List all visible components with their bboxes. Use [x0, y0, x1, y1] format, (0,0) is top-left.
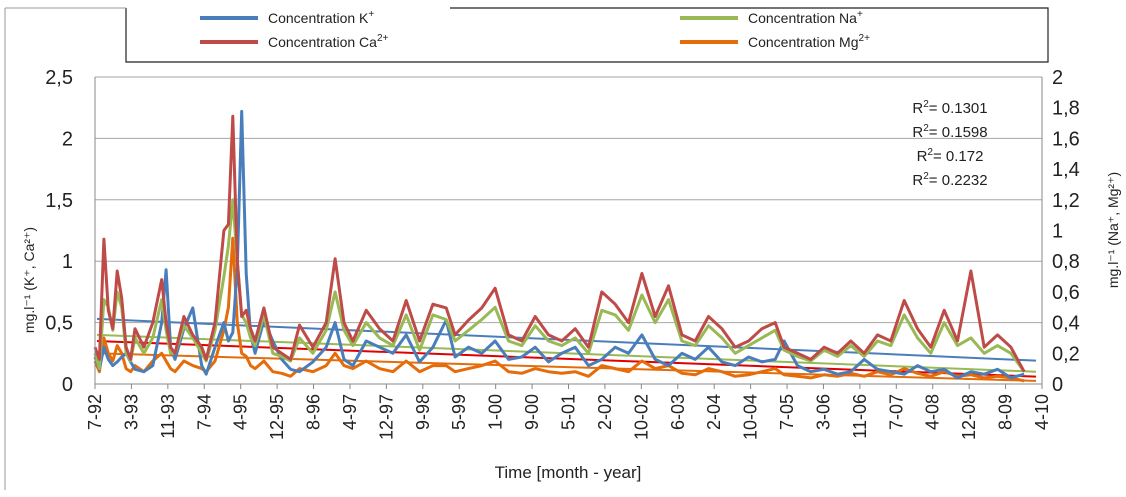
- y-axis-title-right: mg.l⁻¹ (Na⁺, Mg²⁺): [1105, 172, 1121, 288]
- y-tick-label-right: 1,4: [1052, 159, 1080, 181]
- y-tick-label-right: 1,8: [1052, 98, 1080, 120]
- x-tick-label: 8-96: [304, 394, 324, 430]
- x-tick-label: 2-04: [704, 394, 724, 430]
- x-tick-label: 7-05: [777, 394, 797, 430]
- y-tick-label-right: 0,4: [1052, 313, 1080, 335]
- trend-line: [96, 317, 1037, 362]
- y-ticks-right: 0 0,2 0,4 0,6 0,8 1 1,2 1,4 1,6 1,8 2: [1052, 67, 1080, 396]
- r2-label: R2= 0.2232: [912, 171, 987, 189]
- x-tick-label: 10-02: [631, 394, 651, 440]
- y-tick-label-left: 0,5: [45, 313, 73, 335]
- x-tick-label: 7-07: [886, 394, 906, 430]
- y-tick-label-right: 1: [1052, 221, 1063, 243]
- series-line: [93, 109, 1025, 380]
- x-tick-label: 1-00: [486, 394, 506, 430]
- y-tick-label-right: 1,6: [1052, 128, 1080, 150]
- x-tick-label: 4-97: [340, 394, 360, 430]
- y-tick-label-right: 0,8: [1052, 251, 1080, 273]
- legend-label: Concentration Ca2+: [268, 33, 389, 50]
- trend-line: [96, 352, 1037, 382]
- x-tick-label: 7-94: [194, 394, 214, 430]
- y-tick-label-left: 1,5: [45, 190, 73, 212]
- y-tick-label-right: 1,2: [1052, 190, 1080, 212]
- r2-label: R2= 0.1301: [912, 99, 987, 117]
- x-tick-label: 5-01: [559, 394, 579, 430]
- legend-label: Concentration K+: [268, 9, 374, 26]
- series-line: [93, 114, 1026, 373]
- y-tick-label-right: 0,6: [1052, 282, 1080, 304]
- y-tick-label-left: 2: [62, 128, 73, 150]
- r2-annotations: R2= 0.1301 R2= 0.1598 R2= 0.172 R2= 0.2232: [912, 99, 987, 189]
- series-lines: [93, 109, 1026, 383]
- r2-label: R2= 0.172: [917, 147, 984, 165]
- x-tick-label: 3-93: [121, 394, 141, 430]
- y-tick-label-left: 1: [62, 251, 73, 273]
- x-tick-label: 9-00: [522, 394, 542, 430]
- x-tick-label: 10-04: [741, 394, 761, 440]
- y-ticks-left: 0 0,5 1 1,5 2 2,5: [45, 67, 73, 396]
- x-tick-label: 8-09: [996, 394, 1016, 430]
- y-tick-label-left: 0: [62, 374, 73, 396]
- x-tick-label: 4-95: [231, 394, 251, 430]
- legend-label: Concentration Na+: [748, 9, 863, 26]
- x-tick-label: 3-06: [813, 394, 833, 430]
- x-tick-label: 11-93: [158, 394, 178, 439]
- x-tick-label: 2-02: [595, 394, 615, 430]
- legend-frame: [125, 7, 1049, 63]
- legend-label: Concentration Mg2+: [748, 33, 870, 50]
- x-tick-label: 7-92: [85, 394, 105, 430]
- gridlines: [95, 76, 1042, 324]
- y-tick-label-right: 2: [1052, 67, 1063, 89]
- x-tick-label: 12-97: [376, 394, 396, 440]
- x-tick-label: 5-99: [449, 394, 469, 430]
- series-line: [93, 236, 1025, 383]
- y-tick-label-right: 0: [1052, 374, 1063, 396]
- y-tick-label-left: 2,5: [45, 67, 73, 89]
- x-ticks: 7-92 3-93 11-93 7-94 4-95 12-95 8-96 4-97 12-97 9…: [85, 384, 1052, 440]
- x-tick-label: 4-08: [923, 394, 943, 430]
- y-tick-label-right: 0,2: [1052, 343, 1080, 365]
- y-axis-title-left: mg.l⁻¹ (K⁺, Ca²⁺): [21, 227, 37, 333]
- x-tick-label: 12-95: [267, 394, 287, 440]
- x-tick-label: 4-10: [1032, 394, 1052, 430]
- legend: Concentration K+ Concentration Ca2+ Concen…: [200, 9, 870, 50]
- x-tick-label: 12-08: [959, 394, 979, 440]
- x-tick-label: 9-98: [413, 394, 433, 430]
- x-tick-label: 11-06: [850, 394, 870, 439]
- x-axis-title: Time [month - year]: [495, 463, 642, 482]
- x-tick-label: 6-03: [668, 394, 688, 430]
- r2-label: R2= 0.1598: [912, 123, 987, 141]
